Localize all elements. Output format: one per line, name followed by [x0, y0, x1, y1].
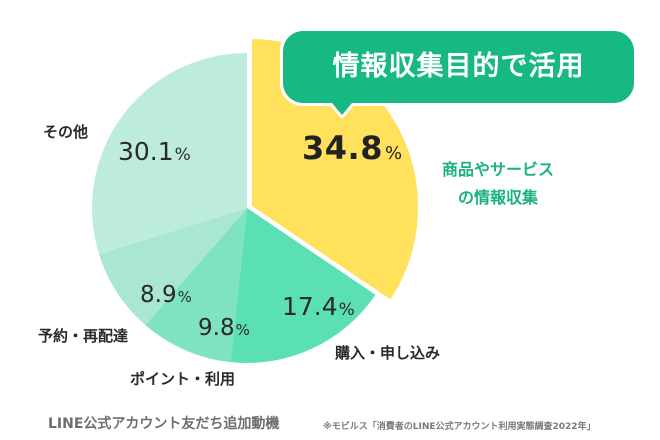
value-number: 9.8	[198, 315, 235, 341]
category-label-purchase: 購入・申し込み	[335, 344, 441, 362]
value-number: 17.4	[282, 292, 338, 321]
category-label-reservation: 予約・再配達	[38, 327, 129, 345]
value-number: 8.9	[140, 282, 177, 308]
callout-text: 情報収集目的で活用	[332, 51, 585, 82]
category-label-line-2: の情報収集	[457, 188, 538, 207]
value-label-other: 30.1%	[118, 139, 191, 164]
callout-bubble	[280, 28, 637, 118]
value-unit: %	[177, 288, 192, 306]
pie-slice-reservation	[99, 208, 247, 325]
pie-slice-purchase	[230, 208, 376, 363]
value-unit: %	[174, 145, 191, 165]
source-note: ※モビルス「消費者のLINE公式アカウント利用実態調査2022年」	[323, 422, 596, 432]
value-unit: %	[235, 321, 250, 339]
pie-slice-other	[91, 53, 248, 255]
category-label-other: その他	[43, 123, 89, 141]
value-number: 30.1	[118, 137, 174, 166]
value-label-points: 9.8%	[198, 317, 250, 340]
value-unit: %	[384, 143, 403, 164]
category-label-points: ポイント・利用	[130, 370, 236, 388]
pie-slice-points	[145, 208, 247, 363]
category-label-info: 商品やサービス の情報収集	[418, 156, 578, 212]
category-label-line-1: 商品やサービス	[441, 160, 554, 179]
value-label-info: 34.8%	[302, 132, 402, 164]
chart-title: LINE公式アカウント友だち追加動機	[48, 416, 280, 432]
value-unit: %	[338, 300, 355, 320]
value-label-purchase: 17.4%	[282, 294, 355, 319]
value-label-reservation: 8.9%	[140, 284, 192, 307]
value-number: 34.8	[302, 129, 383, 167]
